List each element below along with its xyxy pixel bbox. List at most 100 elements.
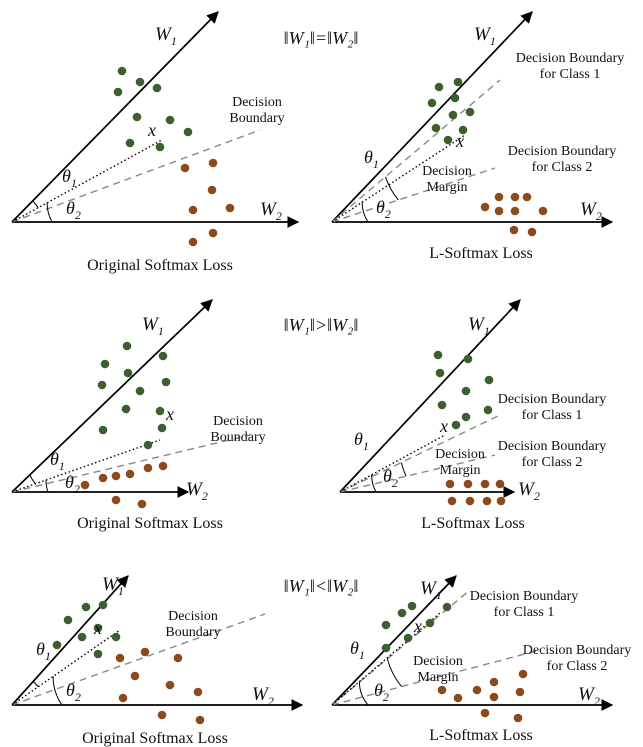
class2-point [480, 708, 490, 718]
decision-boundary-class2-line [331, 167, 496, 223]
theta2-arc [46, 202, 53, 223]
theta1-label: θ1 [62, 166, 77, 190]
class2-point [510, 192, 520, 202]
class1-point [450, 93, 460, 103]
w2-label-symbol: W [580, 199, 598, 220]
theta2-label-symbol: θ [374, 680, 383, 700]
class1-point [155, 406, 165, 416]
class1-point [158, 351, 168, 361]
class1-point [463, 354, 473, 364]
class1-point [484, 375, 494, 385]
sample-x-label: x [455, 131, 464, 151]
class2-point [463, 479, 473, 489]
decision-boundary-line [11, 434, 251, 493]
decision-margin-label: Decision [413, 654, 463, 669]
class2-point [173, 653, 183, 663]
theta2-label-symbol: θ [66, 680, 75, 700]
class1-point [451, 420, 461, 430]
theta1-label: θ1 [350, 638, 365, 662]
theta1-label: θ1 [364, 147, 379, 171]
theta1-label-symbol: θ [50, 449, 59, 469]
class1-point [152, 83, 162, 93]
class1-point [135, 77, 145, 87]
theta2-label: θ2 [376, 197, 391, 221]
panel-caption: Original Softmax Loss [87, 257, 233, 274]
class1-point [403, 633, 413, 643]
class1-point [100, 359, 110, 369]
class2-point [509, 225, 519, 235]
class2-point [510, 206, 520, 216]
theta2-label: θ2 [66, 680, 81, 704]
w2-label: W2 [580, 199, 602, 223]
decision-margin-arc [400, 462, 407, 477]
class1-point [157, 423, 167, 433]
w1-axis [11, 11, 219, 223]
panel-caption: Original Softmax Loss [82, 730, 228, 747]
class2-point [80, 480, 90, 490]
sample-x-label: x [413, 616, 422, 636]
w2-label-subscript: 2 [534, 489, 540, 503]
w2-label-symbol: W [578, 684, 596, 705]
theta2-label: θ2 [383, 466, 398, 490]
decision-boundary-class1-line [339, 414, 501, 493]
sample-x-label: x [165, 404, 174, 424]
class1-point [397, 608, 407, 618]
theta2-arc [45, 480, 49, 493]
decision-boundary-class1-label: Decision Boundary [470, 589, 578, 604]
w1-axis [339, 299, 521, 493]
theta1-arc [29, 474, 36, 485]
class1-point [461, 412, 471, 422]
class2-point [208, 158, 218, 168]
w1-label-subscript: 1 [436, 588, 442, 602]
decision-boundary-class2-label: for Class 2 [547, 659, 608, 674]
decision-boundary-label: Boundary [229, 111, 284, 126]
class1-point [443, 135, 453, 145]
theta1-label-subscript: 1 [359, 648, 365, 662]
class2-point [130, 671, 140, 681]
w1-label: W1 [468, 314, 490, 338]
class1-point [161, 377, 171, 387]
panel-caption: L-Softmax Loss [429, 727, 533, 744]
w1-axis [331, 575, 457, 706]
w1-label: W1 [102, 574, 124, 598]
decision-margin-label: Margin [427, 180, 468, 195]
w2-label-symbol: W [252, 684, 270, 705]
class1-point [483, 405, 493, 415]
class2-point [494, 192, 504, 202]
norm-condition: ‖W₁‖>‖W₂‖ [284, 315, 359, 335]
class1-point [461, 386, 471, 396]
class2-point [111, 471, 121, 481]
theta2-arc [52, 676, 63, 706]
class1-point [458, 125, 468, 135]
class1-point [113, 87, 123, 97]
theta2-label-subscript: 2 [74, 482, 80, 496]
decision-margin-label: Decision [422, 164, 472, 179]
theta2-label: θ2 [374, 680, 389, 704]
class1-point [433, 350, 443, 360]
theta2-arc [358, 681, 369, 706]
panel-caption: L-Softmax Loss [429, 245, 533, 262]
class1-point [431, 123, 441, 133]
class1-point [97, 380, 107, 390]
class2-point [453, 693, 463, 703]
class2-point [480, 202, 490, 212]
theta1-label: θ1 [354, 429, 369, 453]
class2-point [180, 163, 190, 173]
class2-point [158, 461, 168, 471]
norm-condition: ‖W₁‖=‖W₂‖ [284, 28, 359, 48]
class1-point [155, 142, 165, 152]
w1-label-symbol: W [474, 24, 492, 45]
class1-point [121, 404, 131, 414]
theta1-label-subscript: 1 [71, 176, 77, 190]
class2-point [518, 669, 528, 679]
theta1-label-subscript: 1 [45, 649, 51, 663]
w2-label-symbol: W [518, 479, 536, 500]
class2-point [143, 463, 153, 473]
class1-point [435, 368, 445, 378]
sample-x-label: x [439, 416, 448, 436]
w1-label-subscript: 1 [490, 34, 496, 48]
